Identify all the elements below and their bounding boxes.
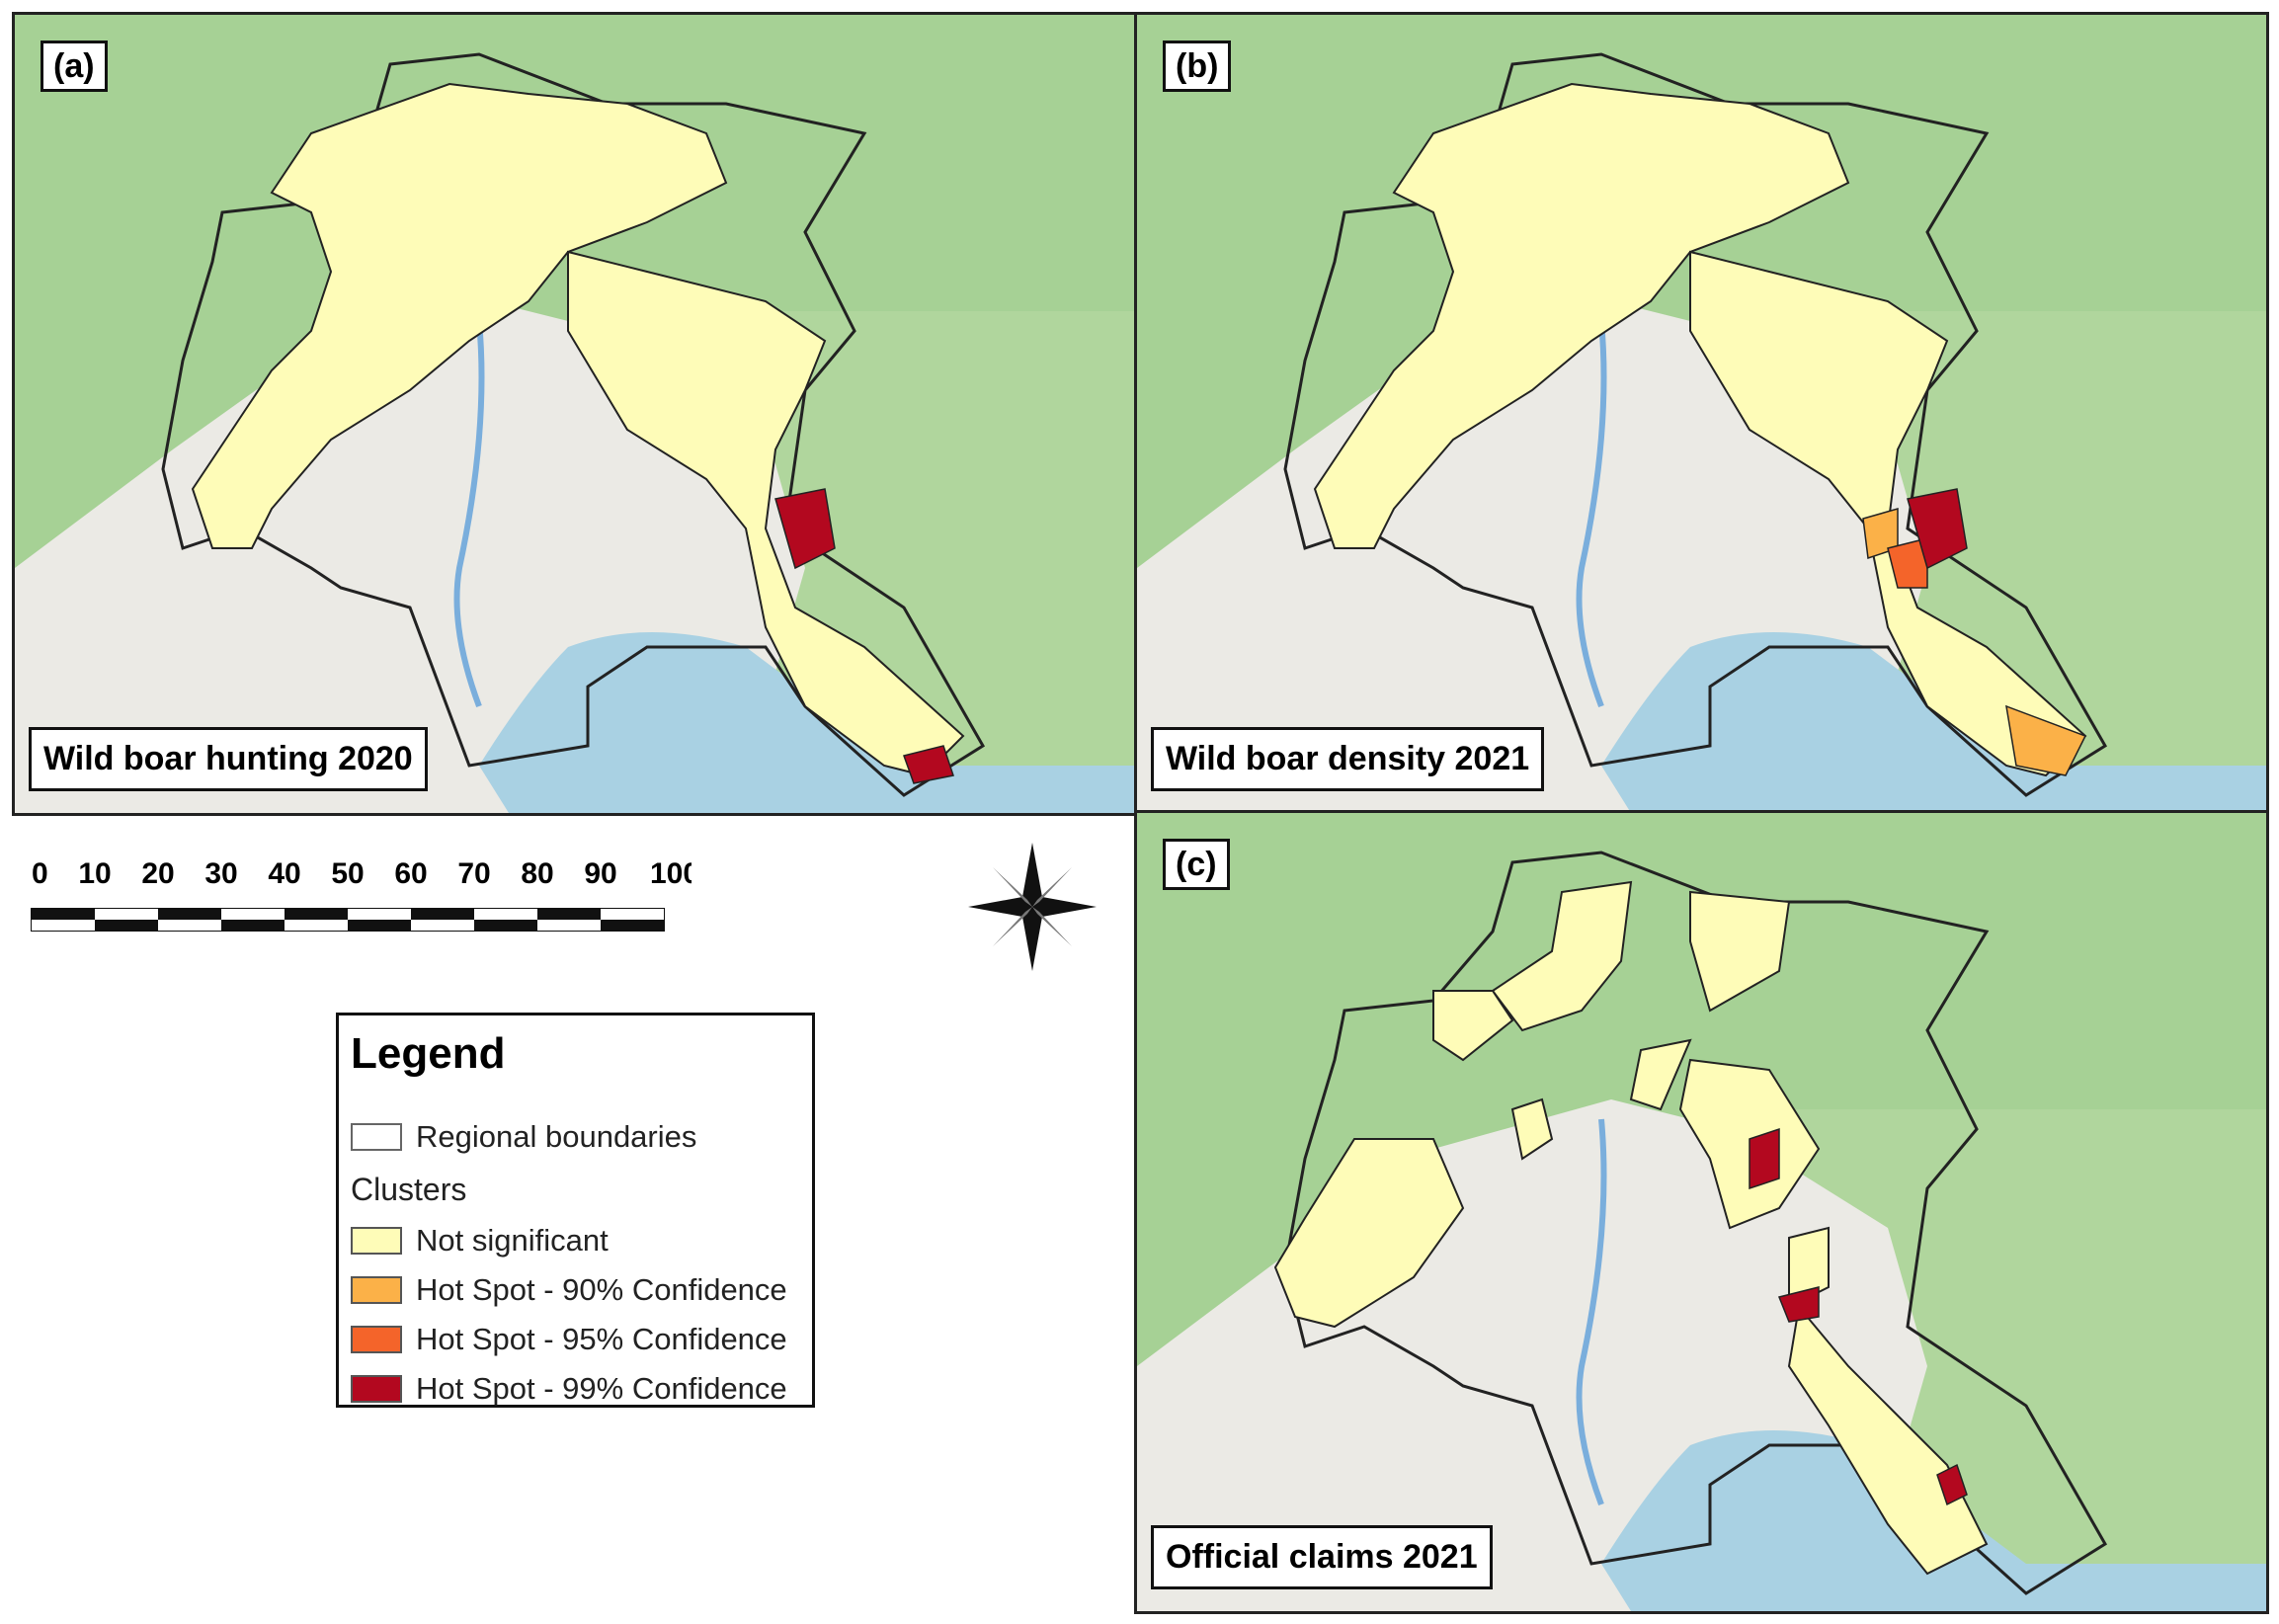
panel-label: (b) bbox=[1163, 41, 1232, 92]
scale-segment bbox=[32, 920, 95, 931]
scale-segment bbox=[474, 909, 537, 920]
regional-boundary bbox=[1283, 851, 2108, 1595]
river bbox=[1576, 1118, 1607, 1506]
legend-row-boundary: Regional boundaries bbox=[351, 1119, 696, 1155]
legend-row-hotspot-90: Hot Spot - 90% Confidence bbox=[351, 1272, 787, 1308]
cluster-hotspot-99 bbox=[1749, 1127, 1780, 1190]
legend-clusters-title: Clusters bbox=[351, 1172, 467, 1207]
scale-tick-label: 30 bbox=[204, 857, 237, 890]
compass-rose-icon bbox=[968, 843, 1097, 971]
river bbox=[1576, 320, 1607, 708]
cluster-not-significant-ne bbox=[1689, 890, 1791, 1013]
cluster-not-significant-2 bbox=[1432, 990, 1514, 1062]
map-canvas-a bbox=[15, 15, 1137, 813]
legend-title: Legend bbox=[351, 1029, 506, 1078]
scale-segment bbox=[348, 920, 411, 931]
scale-segment bbox=[601, 920, 664, 931]
cluster-not-significant-east bbox=[567, 250, 965, 777]
cluster-not-significant bbox=[191, 82, 728, 549]
cluster-hotspot-99 bbox=[1907, 488, 1968, 570]
cluster-not-significant-coast bbox=[1787, 1304, 1989, 1576]
legend: Legend Regional boundaries Clusters Not … bbox=[336, 1013, 815, 1408]
map-panel-b[interactable]: (b) Wild boar density 2021 bbox=[1134, 12, 2269, 816]
scale-tick-label: 70 bbox=[457, 857, 490, 890]
scale-tick-label: 10 bbox=[78, 857, 111, 890]
map-panel-c[interactable]: (c) Official claims 2021 bbox=[1134, 810, 2269, 1614]
scale-tick-label: 80 bbox=[521, 857, 553, 890]
cluster-not-significant-3 bbox=[1510, 1097, 1554, 1161]
legend-label: Hot Spot - 95% Confidence bbox=[416, 1322, 787, 1356]
map-canvas-c bbox=[1137, 813, 2266, 1611]
scale-segment bbox=[474, 920, 537, 931]
scale-segment bbox=[221, 920, 285, 931]
legend-label: Hot Spot - 90% Confidence bbox=[416, 1272, 787, 1307]
scale-tick-label: 50 bbox=[331, 857, 364, 890]
scale-segment bbox=[285, 920, 348, 931]
legend-row-not-significant: Not significant bbox=[351, 1223, 609, 1259]
cluster-hotspot-99-2 bbox=[1777, 1286, 1820, 1323]
panel-caption: Wild boar density 2021 bbox=[1151, 727, 1545, 791]
sea bbox=[1601, 632, 2266, 813]
legend-label: Not significant bbox=[416, 1223, 609, 1258]
scale-tick-label: 40 bbox=[268, 857, 300, 890]
legend-swatch bbox=[351, 1326, 402, 1353]
scale-tick-label: 0 bbox=[32, 857, 48, 890]
panel-label: (a) bbox=[41, 41, 108, 92]
scale-tick-label: 100 km bbox=[650, 857, 692, 890]
legend-swatch-boundary bbox=[351, 1123, 402, 1151]
cluster-hotspot-95 bbox=[1887, 537, 1928, 589]
scale-segment bbox=[601, 909, 664, 920]
regional-boundary bbox=[161, 52, 986, 797]
legend-row-hotspot-99: Hot Spot - 99% Confidence bbox=[351, 1371, 787, 1407]
scale-segment bbox=[411, 909, 474, 920]
legend-label-boundary: Regional boundaries bbox=[416, 1119, 697, 1154]
scale-tick-label: 60 bbox=[394, 857, 427, 890]
cluster-not-significant bbox=[1491, 880, 1633, 1032]
legend-label: Hot Spot - 99% Confidence bbox=[416, 1371, 787, 1406]
legend-swatch bbox=[351, 1276, 402, 1304]
scale-segment bbox=[537, 909, 601, 920]
scale-bar-graphic: 0 10 20 30 40 50 60 70 80 90 100 km bbox=[31, 857, 751, 932]
legend-swatch bbox=[351, 1227, 402, 1255]
scale-segment bbox=[221, 909, 285, 920]
scale-tick-label: 90 bbox=[584, 857, 616, 890]
scale-segment bbox=[158, 909, 221, 920]
cluster-not-significant-west bbox=[1273, 1138, 1465, 1329]
panel-label: (c) bbox=[1163, 839, 1230, 890]
cluster-hotspot-99-south bbox=[903, 745, 954, 784]
legend-swatch bbox=[351, 1375, 402, 1403]
scale-segment bbox=[348, 909, 411, 920]
map-canvas-b bbox=[1137, 15, 2266, 813]
panel-caption: Official claims 2021 bbox=[1151, 1525, 1493, 1589]
scale-segment bbox=[95, 909, 158, 920]
cluster-hotspot-99-3 bbox=[1936, 1463, 1968, 1506]
scale-tick-labels: 0 10 20 30 40 50 60 70 80 90 100 km bbox=[32, 857, 751, 890]
scale-bar: 0 10 20 30 40 50 60 70 80 90 100 km bbox=[20, 848, 751, 936]
scale-segment bbox=[95, 920, 158, 931]
map-panel-a[interactable]: (a) Wild boar hunting 2020 bbox=[12, 12, 1140, 816]
river bbox=[453, 320, 485, 708]
scale-segment bbox=[32, 909, 95, 920]
legend-row-hotspot-95: Hot Spot - 95% Confidence bbox=[351, 1322, 787, 1357]
scale-segment bbox=[411, 920, 474, 931]
cluster-not-significant bbox=[1313, 82, 1850, 549]
scale-segment bbox=[537, 920, 601, 931]
sea bbox=[479, 632, 1137, 813]
scale-segment bbox=[158, 920, 221, 931]
regional-boundary bbox=[1283, 52, 2108, 797]
cluster-hotspot-90-south bbox=[2005, 704, 2087, 776]
scale-segment bbox=[285, 909, 348, 920]
compass-rose-icon bbox=[958, 833, 1106, 981]
panel-caption: Wild boar hunting 2020 bbox=[29, 727, 428, 791]
cluster-hotspot-99 bbox=[774, 488, 836, 570]
scale-bar-segments bbox=[32, 909, 664, 931]
cluster-not-significant-4 bbox=[1629, 1038, 1692, 1111]
scale-tick-label: 20 bbox=[141, 857, 174, 890]
